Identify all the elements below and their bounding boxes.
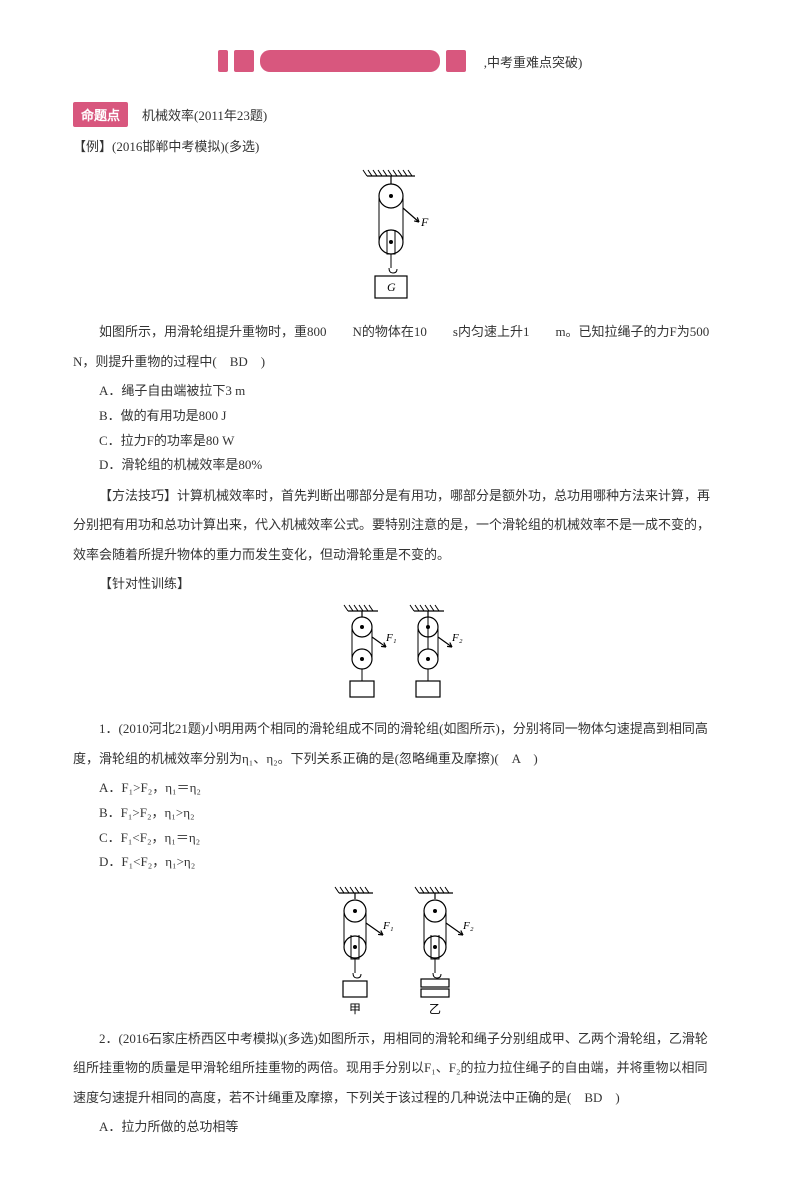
page: ,中考重难点突破) 命题点 机械效率(2011年23题) 【例】(2016邯郸中… <box>0 0 800 1180</box>
method-2: 分别把有用功和总功计算出来，代入机械效率公式。要特别注意的是，一个滑轮组的机械效… <box>55 513 745 536</box>
svg-text:乙: 乙 <box>429 1002 441 1016</box>
svg-text:F₂: F₂ <box>462 920 474 932</box>
topic-box: 命题点 <box>73 102 128 127</box>
example-opt-c: C．拉力F的功率是80 W <box>99 429 745 454</box>
q2-line2: 组所挂重物的质量是甲滑轮组所挂重物的两倍。现用手分别以F₁、F₂的拉力拉住绳子的… <box>55 1056 745 1079</box>
q2-line1: 2．(2016石家庄桥西区中考模拟)(多选)如图所示，用相同的滑轮和绳子分别组成… <box>55 1027 745 1050</box>
method-3: 效率会随着所提升物体的重力而发生变化，但动滑轮重是不变的。 <box>55 543 745 566</box>
q1-opt-a: A．F₁>F₂，η₁＝η₂ <box>99 776 745 801</box>
q2-opt-a: A．拉力所做的总功相等 <box>99 1115 745 1140</box>
header-bar: ,中考重难点突破) <box>55 50 745 72</box>
diagram-1: FG <box>355 164 445 314</box>
example-heading: 【例】(2016邯郸中考模拟)(多选) <box>73 135 745 158</box>
svg-text:F: F <box>420 215 429 229</box>
q1-opt-d: D．F₁<F₂，η₁>η₂ <box>99 850 745 875</box>
header-blocks <box>218 50 472 72</box>
q1-opt-b: B．F₁>F₂，η₁>η₂ <box>99 801 745 826</box>
svg-text:F₁: F₁ <box>385 632 397 644</box>
header-text: ,中考重难点突破) <box>484 52 583 71</box>
q1-opt-c: C．F₁<F₂，η₁＝η₂ <box>99 826 745 851</box>
svg-text:甲: 甲 <box>349 1002 361 1016</box>
diagram-3-wrap: F₁ 甲 F₂ 乙 <box>55 881 745 1021</box>
svg-text:F₂: F₂ <box>451 632 463 644</box>
diagram-2: F₁ F₂ <box>330 601 470 711</box>
q1-line2: 度，滑轮组的机械效率分别为η₁、η₂。下列关系正确的是(忽略绳重及摩擦)( A … <box>55 747 745 770</box>
diagram-3: F₁ 甲 F₂ 乙 <box>315 881 485 1021</box>
topic-bar: 命题点 机械效率(2011年23题) <box>73 102 745 127</box>
training-heading: 【针对性训练】 <box>55 572 745 595</box>
example-opt-d: D．滑轮组的机械效率是80% <box>99 453 745 478</box>
topic-label: 机械效率(2011年23题) <box>142 105 267 124</box>
q2-line3: 速度匀速提升相同的高度，若不计绳重及摩擦，下列关于该过程的几种说法中正确的是( … <box>55 1086 745 1109</box>
svg-text:F₁: F₁ <box>382 920 394 932</box>
example-opt-b: B．做的有用功是800 J <box>99 404 745 429</box>
diagram-1-wrap: FG <box>55 164 745 314</box>
q1-line1: 1．(2010河北21题)小明用两个相同的滑轮组成不同的滑轮组(如图所示)，分别… <box>55 717 745 740</box>
method-1: 【方法技巧】计算机械效率时，首先判断出哪部分是有用功，哪部分是额外功，总功用哪种… <box>55 484 745 507</box>
example-opt-a: A．绳子自由端被拉下3 m <box>99 379 745 404</box>
example-body-1: 如图所示，用滑轮组提升重物时，重800 N的物体在10 s内匀速上升1 m。已知… <box>55 320 745 343</box>
svg-text:G: G <box>387 280 396 294</box>
diagram-2-wrap: F₁ F₂ <box>55 601 745 711</box>
example-body-2: N，则提升重物的过程中( BD ) <box>55 350 745 373</box>
